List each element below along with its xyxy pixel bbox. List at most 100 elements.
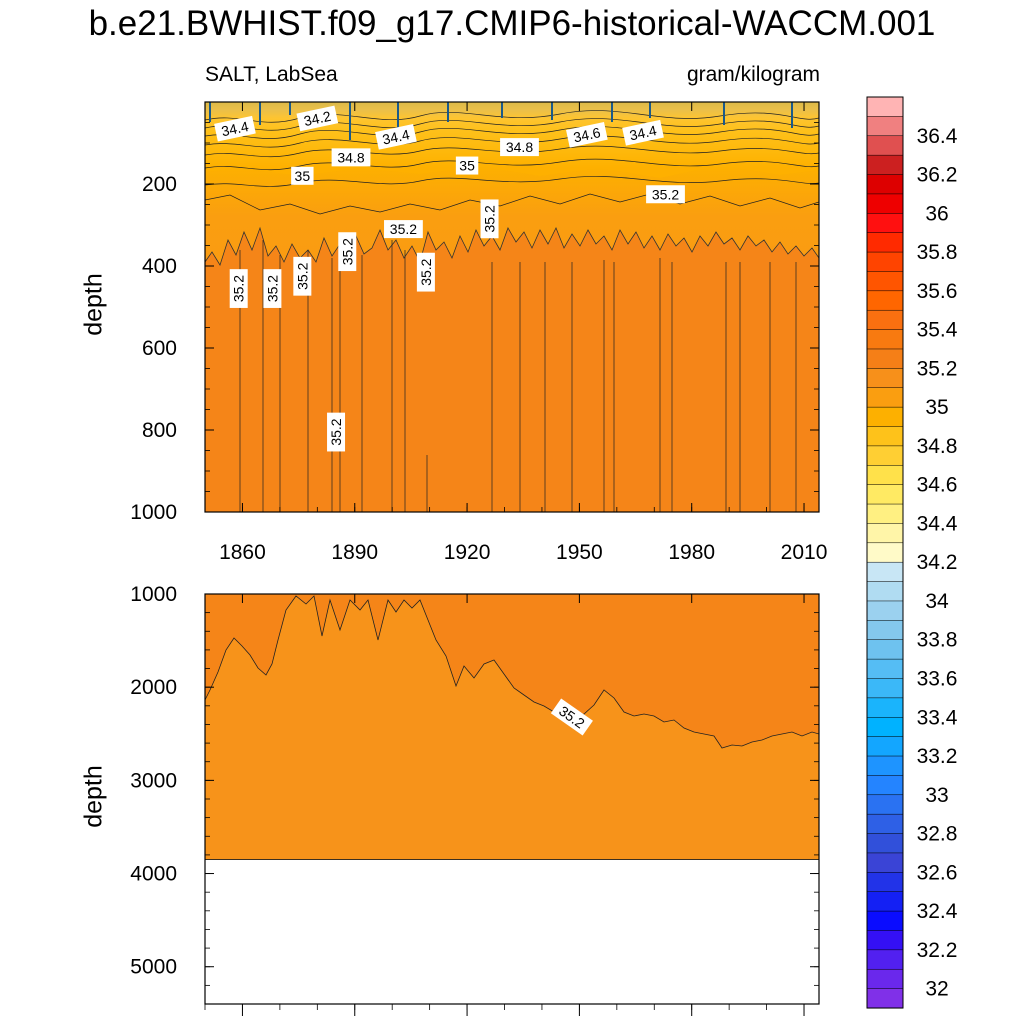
- colorbar-label: 35: [925, 396, 948, 419]
- contour-label-box: [331, 148, 371, 167]
- x-tick-label: 1950: [556, 541, 603, 564]
- x-tick-label: 1890: [331, 541, 378, 564]
- x-tick-label: 2010: [781, 541, 828, 564]
- colorbar-segment: [866, 135, 904, 156]
- colorbar-segment: [866, 96, 904, 117]
- colorbar-label: 33: [925, 784, 948, 807]
- contour-label: 34.4: [375, 124, 417, 150]
- colorbar-label: 34.4: [917, 512, 958, 535]
- colorbar-label: 36.4: [917, 125, 958, 148]
- chart-title: b.e21.BWHIST.f09_g17.CMIP6-historical-WA…: [88, 4, 936, 43]
- contour-label-box: [229, 269, 248, 308]
- colorbar-label: 32.4: [917, 900, 958, 923]
- contour-label: 35: [455, 156, 479, 175]
- colorbar-segment: [866, 116, 904, 137]
- upper-contour-lines: [205, 110, 819, 215]
- colorbar-segment: [866, 213, 904, 234]
- colorbar-segment: [866, 891, 904, 912]
- colorbar-label: 34.8: [917, 435, 958, 458]
- contour-label-box: [375, 124, 417, 150]
- colorbar-segment: [866, 639, 904, 660]
- contour-label-text: 35: [295, 168, 311, 184]
- upper-y-tick-label: 200: [142, 173, 177, 196]
- colorbar-segment: [866, 833, 904, 854]
- colorbar-segment: [866, 542, 904, 563]
- colorbar-label: 32.6: [917, 861, 958, 884]
- colorbar-segment: [866, 193, 904, 214]
- contour-label-box: [214, 115, 256, 142]
- variable-subtitle: SALT, LabSea: [205, 63, 338, 86]
- colorbar-segment: [866, 717, 904, 738]
- colorbar-segment: [866, 658, 904, 680]
- lower-y-tick-label: 1000: [130, 583, 177, 606]
- upper-y-tick-label: 400: [142, 255, 177, 278]
- contour-label-box: [646, 185, 685, 204]
- contour-label-box: [384, 220, 423, 239]
- contour-label-text: 34.2: [302, 108, 332, 129]
- colorbar-segment: [866, 484, 904, 505]
- contour-label-text: 35: [459, 158, 475, 174]
- contour-label-text: 34.4: [220, 118, 250, 139]
- colorbar-label: 34.2: [917, 551, 958, 574]
- contour-label-box: [291, 166, 314, 185]
- colorbar-segment: [866, 697, 904, 718]
- contour-label: 34.8: [331, 148, 371, 167]
- contour-label: 35.2: [327, 412, 346, 452]
- colorbar-segment: [866, 561, 904, 583]
- colorbar-segment: [866, 251, 904, 272]
- contour-label: 35.2: [646, 185, 685, 204]
- contour-label-box: [455, 156, 479, 175]
- lower-y-tick-label: 3000: [130, 769, 177, 792]
- contour-label-box: [480, 199, 499, 239]
- colorbar-segment: [866, 309, 904, 331]
- contour-label-box: [338, 232, 357, 272]
- colorbar-label: 35.8: [917, 241, 958, 264]
- colorbar-segment: [866, 387, 904, 408]
- colorbar-label: 32.2: [917, 939, 958, 962]
- colorbar-segment: [866, 271, 904, 292]
- colorbar-label: 33.2: [917, 745, 958, 768]
- colorbar-label: 35.6: [917, 280, 958, 303]
- units-subtitle: gram/kilogram: [686, 63, 820, 86]
- contour-label: 34.4: [214, 115, 256, 142]
- contour-label-text: 35.2: [339, 238, 355, 265]
- contour-label: 34.2: [296, 105, 339, 132]
- contour-label-box: [500, 138, 539, 157]
- colorbar-label: 33.4: [917, 706, 958, 729]
- colorbar-segment: [866, 154, 904, 176]
- colorbar-label: 36: [925, 202, 948, 225]
- deep-salinity-region: [205, 226, 819, 512]
- lower-high-salinity-region: [205, 594, 819, 749]
- contour-label-text: 35.2: [328, 418, 344, 445]
- colorbar-segment: [866, 755, 904, 776]
- contour-label: 34.6: [566, 121, 608, 148]
- colorbar-segment: [866, 988, 904, 1009]
- contour-label: 35.2: [416, 252, 435, 292]
- colorbar-segment: [866, 872, 904, 893]
- colorbar-segment: [866, 678, 904, 699]
- contour-label-box: [263, 269, 282, 308]
- contour-label-text: 34.8: [506, 139, 533, 155]
- colorbar-label: 33.8: [917, 629, 958, 652]
- colorbar-segment: [866, 775, 904, 796]
- contour-label: 34.4: [622, 119, 664, 146]
- colorbar-segment: [866, 813, 904, 835]
- contour-label-text: 34.4: [628, 122, 658, 143]
- contour-label: 35.2: [384, 220, 423, 239]
- colorbar-label: 32: [925, 978, 948, 1001]
- colorbar-label: 35.4: [917, 319, 958, 342]
- upper-contour-labels: 34.4 34.2 34.4 34.8 35 35 34.8 34.6 34.4 35.2 35.2…: [214, 105, 685, 452]
- x-tick-label: 1860: [219, 541, 266, 564]
- contour-label-text: 35.2: [482, 205, 498, 232]
- colorbar-segment: [866, 368, 904, 389]
- contour-label-box: [296, 105, 339, 132]
- contour-label-text: 35.2: [390, 221, 417, 237]
- colorbar-label: 32.8: [917, 823, 958, 846]
- colorbar-segment: [866, 174, 904, 195]
- colorbar-segment: [866, 620, 904, 641]
- contour-label-text: 35.2: [652, 186, 679, 202]
- colorbar-label: 34: [925, 590, 949, 613]
- contour-label-box: [622, 119, 664, 146]
- contour-label-text: 34.6: [572, 124, 602, 145]
